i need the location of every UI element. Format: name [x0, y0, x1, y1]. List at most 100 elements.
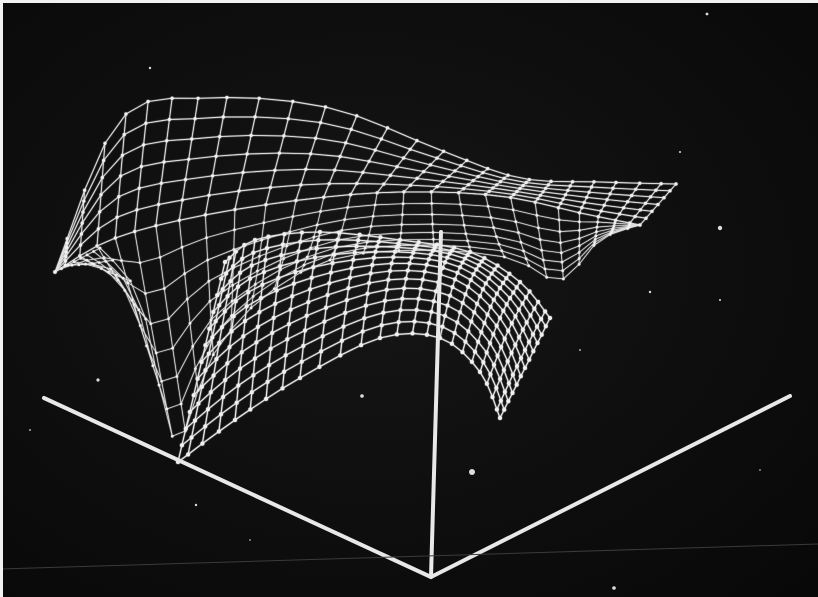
mesh-node: [215, 293, 220, 298]
mesh-node: [220, 287, 225, 292]
mesh-node: [362, 316, 367, 321]
mesh-node: [243, 319, 247, 323]
dust-specks: [29, 12, 761, 590]
mesh-node: [458, 265, 462, 270]
mesh-node: [430, 202, 434, 205]
mesh-node: [210, 335, 215, 340]
mesh-node: [304, 167, 308, 171]
mesh-node: [543, 309, 548, 314]
mesh-node: [475, 301, 480, 306]
mesh-node: [577, 257, 581, 260]
mesh-node: [494, 291, 499, 296]
mesh-node: [189, 435, 194, 440]
mesh-node: [486, 205, 490, 208]
mesh-node: [207, 193, 211, 197]
mesh-node: [137, 308, 140, 312]
mesh-node: [91, 262, 94, 265]
dust-speck: [148, 66, 152, 70]
mesh-node: [498, 376, 503, 381]
mesh-node: [460, 350, 465, 355]
mesh-node: [211, 373, 216, 378]
mesh-node: [194, 367, 197, 371]
mesh-node: [492, 362, 496, 367]
mesh-node: [509, 196, 512, 199]
mesh-node: [571, 180, 575, 184]
mesh-node: [224, 271, 229, 276]
mesh-node: [474, 267, 479, 272]
dust-speck: [705, 12, 709, 16]
mesh-node: [116, 278, 120, 282]
mesh-node: [299, 359, 304, 364]
mesh-node: [356, 238, 361, 243]
mesh-node: [322, 319, 327, 324]
mesh-node: [260, 238, 264, 242]
mesh-node: [420, 277, 425, 282]
mesh-node: [257, 96, 261, 100]
mesh-node: [343, 218, 347, 221]
mesh-node: [231, 314, 236, 319]
mesh-node: [405, 268, 410, 273]
mesh-node: [303, 328, 307, 333]
mesh-node: [85, 259, 89, 262]
mesh-node: [527, 264, 530, 268]
mesh-node: [559, 201, 563, 205]
mesh-node: [412, 319, 417, 324]
mesh-node: [253, 238, 257, 242]
mesh-line: [250, 204, 267, 308]
mesh-node: [244, 304, 249, 309]
mesh-node: [514, 220, 518, 223]
mesh-node: [524, 180, 528, 185]
mesh-node: [452, 331, 457, 335]
mesh-node: [614, 180, 618, 185]
mesh-node: [207, 279, 211, 283]
mesh-node: [491, 186, 495, 190]
mesh-node: [320, 334, 325, 339]
mesh-node: [84, 262, 87, 266]
mesh-node: [453, 169, 457, 173]
mesh-node: [187, 157, 191, 161]
dust-speck: [360, 394, 364, 398]
mesh-node: [578, 244, 581, 248]
mesh-node: [463, 339, 468, 344]
mesh-node: [418, 286, 423, 291]
mesh-node: [464, 232, 468, 235]
mesh-node: [216, 429, 221, 434]
mesh-node: [535, 324, 539, 329]
mesh-line: [155, 225, 186, 432]
mesh-node: [523, 366, 527, 370]
mesh-node: [432, 238, 435, 241]
mesh-node: [468, 278, 473, 282]
mesh-node: [468, 250, 472, 254]
mesh-node: [431, 222, 434, 226]
mesh-node: [360, 329, 365, 334]
mesh-node: [212, 353, 215, 357]
mesh-node: [70, 263, 74, 267]
mesh-node: [373, 148, 377, 152]
mesh-node: [549, 179, 553, 183]
mesh-node: [332, 252, 337, 257]
mesh-node: [375, 191, 379, 195]
mesh-node: [626, 200, 630, 204]
mesh-node: [222, 309, 227, 314]
mesh-node: [95, 244, 99, 248]
mesh-node: [488, 372, 493, 377]
mesh-node: [240, 256, 245, 261]
mesh-node: [460, 260, 465, 265]
mesh-node: [402, 190, 406, 194]
mesh-node: [256, 269, 259, 273]
mesh-node: [286, 117, 290, 121]
mesh-node: [246, 290, 251, 295]
mesh-node: [398, 308, 403, 313]
mesh-node: [499, 345, 504, 349]
mesh-node: [65, 241, 69, 245]
mesh-node: [120, 259, 123, 262]
mesh-node: [328, 258, 332, 262]
mesh-node: [295, 259, 299, 264]
mesh-node: [314, 246, 319, 251]
mesh-node: [233, 249, 238, 254]
mesh-node: [527, 178, 531, 182]
mesh-node: [618, 212, 622, 216]
mesh-node: [365, 291, 370, 296]
